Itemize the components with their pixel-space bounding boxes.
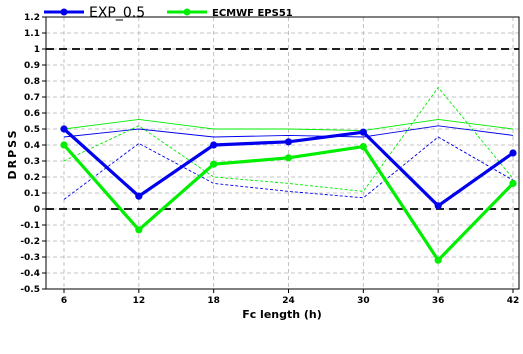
y-tick-label: -0.3	[20, 253, 40, 263]
y-tick-label: 0.4	[24, 141, 40, 151]
y-tick-label: -0.1	[20, 221, 40, 231]
y-tick-label: -0.2	[20, 237, 40, 247]
data-point-ecmwf	[434, 256, 442, 264]
x-tick-label: 6	[61, 296, 67, 306]
y-tick-label: 0.3	[24, 157, 40, 167]
data-point-exp	[60, 125, 68, 133]
data-point-ecmwf	[359, 143, 367, 151]
data-point-exp	[509, 149, 517, 157]
y-tick-label: 1.2	[24, 13, 40, 23]
data-point-exp	[135, 192, 143, 200]
x-tick-label: 30	[357, 296, 370, 306]
band-upper-exp	[63, 125, 514, 138]
y-tick-label: 1.1	[24, 29, 40, 39]
x-tick-label: 18	[207, 296, 220, 306]
x-axis-title: Fc length (h)	[242, 308, 322, 321]
y-tick-label: 0.2	[24, 173, 40, 183]
x-tick-label: 42	[507, 296, 520, 306]
y-axis-title: DRPSS	[6, 128, 19, 179]
plot-frame	[45, 16, 520, 290]
y-tick-label: 1	[34, 45, 40, 55]
legend-marker-ecmwf	[183, 8, 191, 16]
reference-lines	[46, 48, 519, 210]
y-tick-label: 0.1	[24, 189, 40, 199]
y-ticks: -0.5 -0.4 -0.3 -0.2 -0.1 0 0.1 0.2 0.3 0.4 0.5 0.6 0…	[20, 13, 46, 295]
legend-marker-exp	[60, 8, 68, 16]
y-tick-label: 0.7	[24, 93, 40, 103]
series-lines	[60, 125, 517, 264]
data-point-exp	[434, 202, 442, 210]
y-tick-label: -0.4	[20, 269, 40, 279]
data-point-exp	[284, 138, 293, 146]
y-tick-label: 0.5	[24, 125, 40, 135]
x-tick-label: 36	[432, 296, 445, 306]
data-point-ecmwf	[509, 179, 517, 187]
band-upper-ecmwf	[63, 118, 514, 132]
confidence-bands	[63, 86, 514, 200]
data-point-ecmwf	[135, 226, 143, 234]
data-point-exp	[210, 141, 218, 149]
y-tick-label: 0.6	[24, 109, 40, 119]
x-tick-label: 24	[282, 296, 295, 306]
legend-label-exp: EXP_0.5	[89, 5, 145, 21]
y-tick-label: 0.8	[24, 77, 40, 87]
legend-label-ecmwf: ECMWF EPS51	[212, 8, 293, 19]
band-lower-ecmwf	[63, 86, 514, 192]
data-point-exp	[359, 128, 367, 136]
legend: EXP_0.5 ECMWF EPS51	[44, 5, 293, 21]
y-tick-label: -0.5	[20, 285, 40, 295]
y-tick-label: 0	[34, 205, 40, 215]
data-point-ecmwf	[210, 160, 218, 168]
x-ticks: 6 12 18 24 30 36 42	[61, 289, 519, 306]
band-lower-exp	[63, 136, 514, 200]
x-tick-label: 12	[133, 296, 146, 306]
y-tick-label: 0.9	[24, 61, 40, 71]
data-point-ecmwf	[284, 154, 293, 162]
data-point-ecmwf	[60, 141, 68, 149]
